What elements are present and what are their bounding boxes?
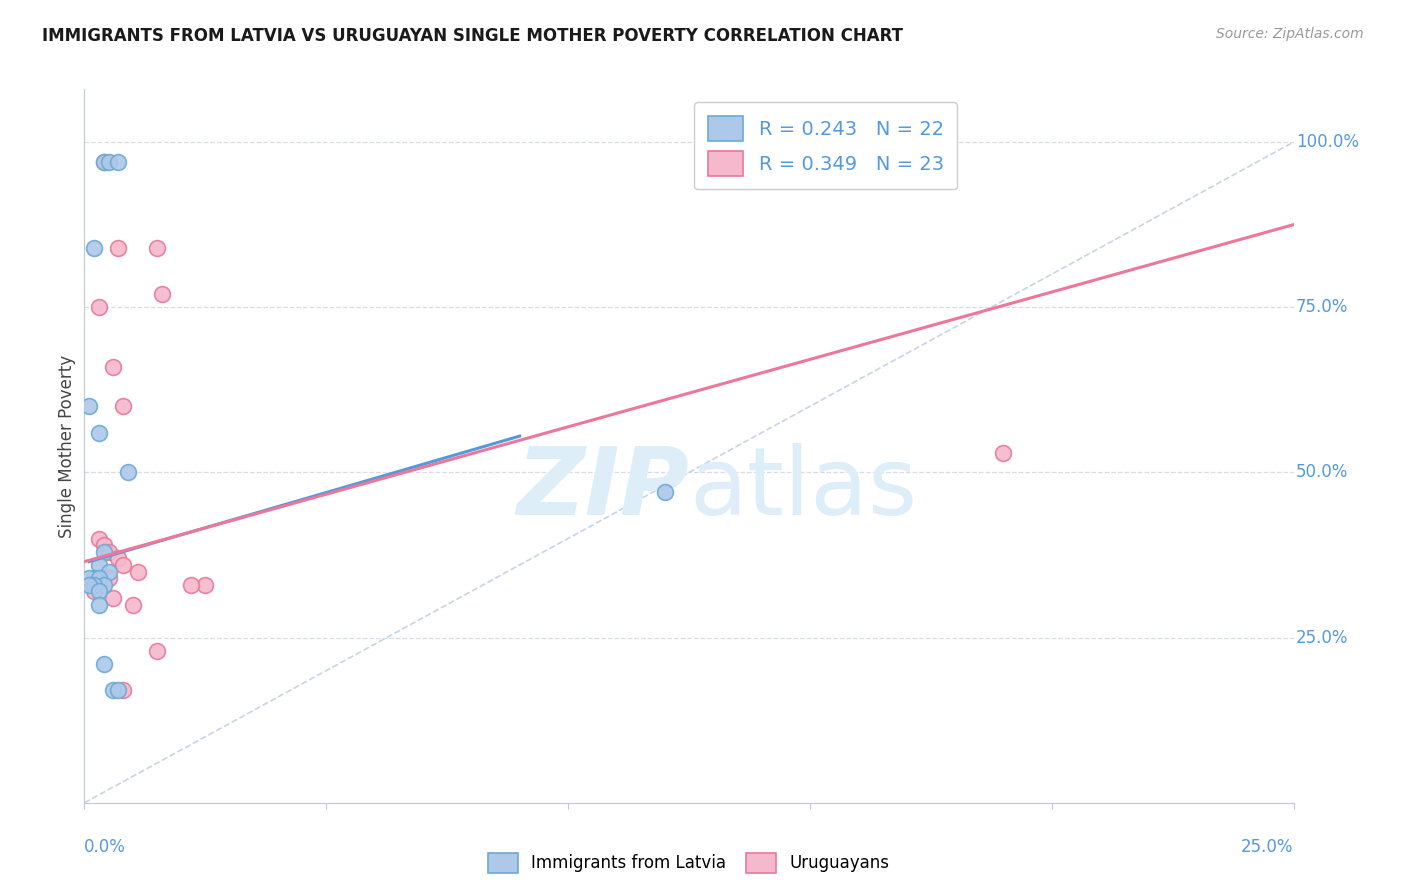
Legend: R = 0.243   N = 22, R = 0.349   N = 23: R = 0.243 N = 22, R = 0.349 N = 23 (695, 103, 957, 189)
Point (87, 558, 110, 572)
Point (112, 558, 135, 572)
Point (77, 571, 100, 585)
Text: 0.0%: 0.0% (84, 838, 127, 856)
Point (107, 241, 129, 255)
Point (107, 683, 129, 698)
Point (83, 241, 105, 255)
Point (97, 571, 120, 585)
Point (107, 154, 129, 169)
Point (93, 154, 115, 169)
Text: Source: ZipAtlas.com: Source: ZipAtlas.com (1216, 27, 1364, 41)
Point (97, 545, 120, 559)
Text: IMMIGRANTS FROM LATVIA VS URUGUAYAN SINGLE MOTHER POVERTY CORRELATION CHART: IMMIGRANTS FROM LATVIA VS URUGUAYAN SING… (42, 27, 903, 45)
Point (112, 683, 135, 698)
Point (87, 584, 110, 599)
Point (87, 532, 110, 546)
Point (77, 578, 100, 592)
Point (87, 425, 110, 440)
Text: atlas: atlas (689, 442, 917, 535)
Point (180, 578, 202, 592)
Point (654, 485, 676, 500)
Point (83, 571, 105, 585)
Point (103, 359, 125, 374)
Point (93, 578, 115, 592)
Point (93, 545, 115, 559)
Point (93, 657, 115, 671)
Point (146, 241, 169, 255)
Point (993, 445, 1015, 459)
Point (97, 154, 120, 169)
Point (107, 551, 129, 566)
Point (83, 578, 105, 592)
Legend: Immigrants from Latvia, Uruguayans: Immigrants from Latvia, Uruguayans (481, 847, 897, 880)
Point (83, 584, 105, 599)
Point (150, 287, 173, 301)
Text: 75.0%: 75.0% (1296, 298, 1348, 317)
Point (146, 644, 169, 658)
Text: ZIP: ZIP (516, 442, 689, 535)
Text: 100.0%: 100.0% (1296, 133, 1360, 151)
Point (87, 571, 110, 585)
Point (93, 154, 115, 169)
Text: 50.0%: 50.0% (1296, 464, 1348, 482)
Point (103, 591, 125, 605)
Point (93, 538, 115, 552)
Y-axis label: Single Mother Poverty: Single Mother Poverty (58, 354, 76, 538)
Point (77, 400, 100, 414)
Point (194, 578, 217, 592)
Point (112, 400, 135, 414)
Point (121, 598, 143, 612)
Point (87, 571, 110, 585)
Point (103, 683, 125, 698)
Point (97, 565, 120, 579)
Text: 25.0%: 25.0% (1296, 629, 1348, 647)
Point (117, 466, 139, 480)
Point (87, 300, 110, 314)
Point (127, 565, 149, 579)
Text: 25.0%: 25.0% (1241, 838, 1294, 856)
Point (87, 598, 110, 612)
